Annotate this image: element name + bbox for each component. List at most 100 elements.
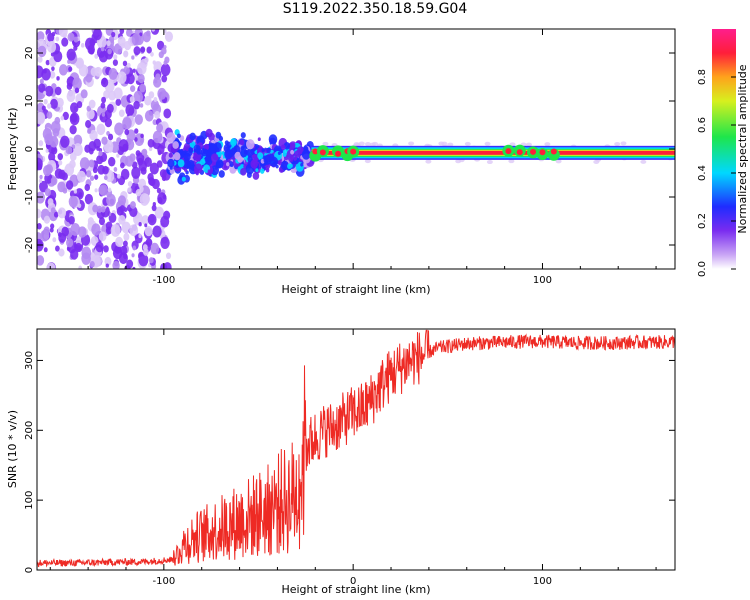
spectrogram-noise-point [125,104,135,116]
spectrogram-noise-point [129,206,138,218]
spectrogram-noise-point [43,98,48,105]
spectrogram-halo-point [322,141,329,146]
spectrogram-noise-point [114,122,124,136]
spectrogram-cloud-point [257,137,261,142]
spectrogram-track-blob-core [550,148,557,155]
spectrogram-noise-point [73,36,79,43]
spectrogram-noise-point [105,221,113,231]
spectrogram-noise-point [144,225,153,237]
y-tick-label: 0 [24,146,35,152]
snr-plot-area [37,329,675,568]
spectrogram-cloud-point [252,171,260,180]
spectrogram-cloud-point [265,168,270,173]
spectrogram-noise-point [122,240,128,247]
spectrogram-cloud-point [209,143,217,151]
y-tick-label: 0 [24,567,35,573]
spectrogram-noise-point [50,98,58,109]
spectrogram-noise-point [152,130,163,144]
y-tick-label: 100 [24,491,35,510]
spectrogram-noise-point [45,59,50,66]
spectrogram-noise-point [142,31,151,43]
spectrogram-noise-point [75,242,82,251]
spectrogram-noise-point [157,192,167,205]
spectrogram-noise-point [66,237,74,248]
spectrogram-cloud-point [177,159,185,168]
spectrogram-noise-point [53,50,63,63]
spectrogram-track-blob-core [505,148,512,155]
spectrogram-noise-point [70,102,79,114]
spectrogram-halo-point [508,159,515,164]
spectrogram-cloud-point [280,160,289,171]
spectrogram-halo-point [486,160,493,165]
spectrogram-noise-point [87,217,94,226]
spectrogram-noise-point [61,37,69,47]
spectrogram-cloud-point [168,152,173,158]
spectrogram-noise-point [46,262,56,269]
spectrogram-noise-point [123,232,130,241]
spectrogram-noise-point [39,78,44,84]
spectrogram-noise-point [134,114,143,125]
spectrogram-noise-point [55,36,60,42]
spectrogram-noise-point [49,135,59,148]
spectrogram-noise-point [132,266,136,269]
spectrogram-cloud-point [205,128,213,138]
y-tick-label: 300 [24,351,35,370]
spectrogram-noise-point [98,150,103,157]
spectrogram-noise-point [94,188,98,193]
spectrogram-track-blob-core [530,148,537,155]
spectrogram-noise-point [164,31,174,42]
spectrogram-halo-point [614,142,621,147]
spectrogram-noise-point [87,128,92,134]
spectrogram-noise-point [46,111,53,119]
spectrogram-cloud-point [202,148,208,155]
spectrogram-halo-point [447,142,454,147]
spectrogram-noise-point [104,117,112,128]
spectrogram-halo-point [620,141,627,146]
spectrogram-noise-point [56,97,64,108]
spectrogram-halo-point [408,141,415,146]
spectrogram-noise-point [130,85,136,93]
x-tick-label: 100 [533,275,552,286]
spectrogram-track-blob-core [319,149,326,156]
spectrogram-noise-point [89,47,95,55]
spectrogram-noise-point [140,46,146,53]
spectrogram-noise-point [92,255,103,267]
spectrogram-noise-point [60,135,70,148]
spectrogram-noise-point [54,116,61,125]
spectrogram-cloud-point [261,148,265,153]
spectrogram-noise-point [50,207,56,214]
spectrogram-noise-point [107,48,112,55]
spectrogram-noise-point [151,204,157,212]
spectrogram-noise-point [85,73,93,83]
spectrogram-noise-point [69,125,77,135]
spectrogram-noise-point [43,68,47,74]
spectrogram-noise-point [163,108,172,119]
spectrogram-cloud-point [257,152,264,160]
spectrogram-cloud-point [196,135,205,146]
spectrogram-noise-point [38,178,43,184]
spectrogram-noise-point [37,191,45,204]
spectrogram-noise-point [43,247,48,253]
spectrogram-cloud-point [176,133,181,139]
spectrogram-noise-point [84,193,94,205]
spectrogram-noise-point [38,83,46,93]
spectrogram-noise-point [37,223,42,230]
spectrogram-cloud-point [189,132,196,141]
spectrogram-noise-point [132,68,136,73]
spectrogram-cloud-point [226,162,230,167]
spectrogram-noise-point [118,215,126,225]
spectrogram-noise-point [138,233,142,239]
spectrogram-noise-point [153,96,158,102]
spectrogram-noise-point [43,226,50,235]
spectrogram-noise-point [49,227,54,233]
snr-axes: -100 0 100 0 100 200 300 [24,329,675,587]
y-tick-label: -20 [24,237,35,253]
spectrogram-noise-point [37,56,43,63]
colorbar-tick-label: 0.4 [697,165,708,181]
spectrogram-noise-point [152,119,158,126]
spectrogram-noise-point [81,246,92,260]
colorbar: 0.0 0.2 0.4 0.6 0.8 Normalized spectral ampl… [697,29,749,277]
spectrogram-noise-point [108,156,116,167]
spectrogram-noise-point [100,77,109,88]
spectrogram-noise-point [37,112,46,125]
